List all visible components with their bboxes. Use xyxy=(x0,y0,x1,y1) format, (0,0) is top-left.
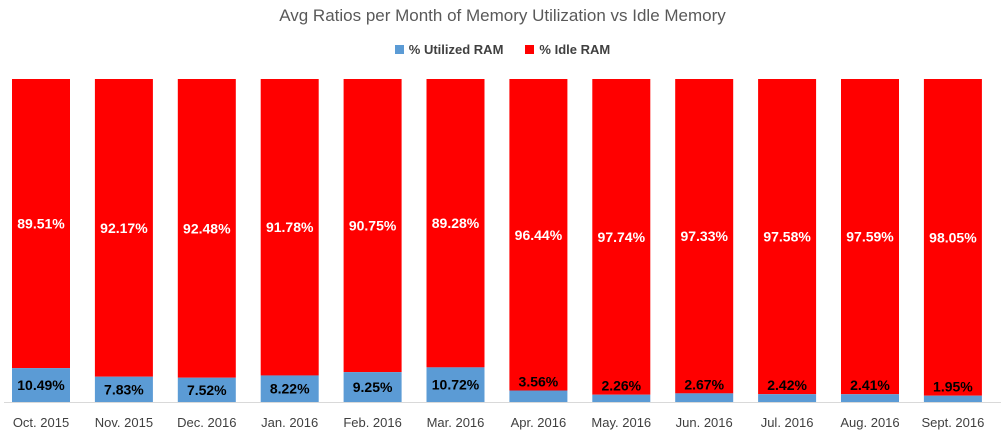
data-label-utilized: 10.49% xyxy=(17,377,65,393)
bar-idle-ram xyxy=(343,79,402,373)
data-label-idle: 97.58% xyxy=(763,229,811,245)
bar-idle-ram xyxy=(758,79,817,395)
bar-idle-ram xyxy=(260,79,319,376)
bar-idle-ram xyxy=(12,79,70,369)
data-label-idle: 92.48% xyxy=(183,220,231,236)
data-label-utilized: 1.95% xyxy=(933,379,973,395)
bar-utilized-ram xyxy=(260,375,319,402)
bar-utilized-ram xyxy=(426,367,485,402)
bar-idle-ram xyxy=(675,79,734,394)
data-label-utilized: 7.52% xyxy=(187,382,227,398)
x-tick-label: Aug. 2016 xyxy=(840,415,899,430)
x-tick-label: Dec. 2016 xyxy=(177,415,236,430)
x-tick-label: Oct. 2015 xyxy=(13,415,69,430)
bar-utilized-ram xyxy=(841,394,899,402)
bar-utilized-ram xyxy=(343,372,402,402)
data-label-idle: 92.17% xyxy=(100,220,148,236)
x-tick-label: Mar. 2016 xyxy=(427,415,485,430)
data-label-idle: 97.59% xyxy=(846,229,894,245)
bar-idle-ram xyxy=(177,79,236,378)
x-tick-label: Feb. 2016 xyxy=(343,415,402,430)
bar-utilized-ram xyxy=(592,394,651,402)
data-label-idle: 89.51% xyxy=(17,216,65,232)
data-label-idle: 90.75% xyxy=(349,218,397,234)
data-label-utilized: 7.83% xyxy=(104,381,144,397)
data-label-idle: 97.74% xyxy=(598,229,646,245)
bar-utilized-ram xyxy=(177,377,236,402)
x-tick-label: May. 2016 xyxy=(591,415,651,430)
data-label-utilized: 3.56% xyxy=(519,374,559,390)
legend-item-idle: % Idle RAM xyxy=(525,42,610,57)
chart-title: Avg Ratios per Month of Memory Utilizati… xyxy=(279,6,726,25)
data-label-utilized: 8.22% xyxy=(270,381,310,397)
x-tick-label: Apr. 2016 xyxy=(511,415,567,430)
bar-utilized-ram xyxy=(94,376,153,402)
legend-label-idle: % Idle RAM xyxy=(539,42,611,57)
data-label-utilized: 2.41% xyxy=(850,377,890,393)
bar-idle-ram xyxy=(426,79,485,368)
legend-swatch-idle xyxy=(525,45,535,54)
data-label-idle: 98.05% xyxy=(929,229,977,245)
bar-utilized-ram xyxy=(675,393,734,402)
data-label-idle: 96.44% xyxy=(515,227,563,243)
legend-label-utilized: % Utilized RAM xyxy=(408,42,504,57)
data-label-utilized: 10.72% xyxy=(432,377,480,393)
data-label-idle: 97.33% xyxy=(680,228,728,244)
bar-idle-ram xyxy=(841,79,899,395)
x-tick-label: Jun. 2016 xyxy=(676,415,733,430)
legend-swatch-utilized xyxy=(394,45,404,54)
bar-utilized-ram xyxy=(923,395,982,402)
bar-idle-ram xyxy=(509,79,568,391)
bar-utilized-ram xyxy=(509,390,568,402)
data-label-utilized: 2.67% xyxy=(684,376,724,392)
bar-idle-ram xyxy=(94,79,153,377)
x-tick-label: Jul. 2016 xyxy=(761,415,814,430)
legend-item-utilized: % Utilized RAM xyxy=(394,42,504,57)
x-tick-label: Nov. 2015 xyxy=(95,415,153,430)
data-label-utilized: 9.25% xyxy=(353,379,393,395)
data-label-utilized: 2.42% xyxy=(767,377,807,393)
bar-idle-ram xyxy=(923,79,982,396)
chart-legend: % Utilized RAM % Idle RAM xyxy=(0,42,1005,57)
bar-utilized-ram xyxy=(12,368,70,402)
data-label-idle: 89.28% xyxy=(432,215,480,231)
x-tick-label: Jan. 2016 xyxy=(261,415,318,430)
bar-idle-ram xyxy=(592,79,651,395)
data-label-utilized: 2.26% xyxy=(601,378,641,394)
bar-utilized-ram xyxy=(758,394,817,402)
x-tick-label: Sept. 2016 xyxy=(921,415,984,430)
data-label-idle: 91.78% xyxy=(266,219,314,235)
